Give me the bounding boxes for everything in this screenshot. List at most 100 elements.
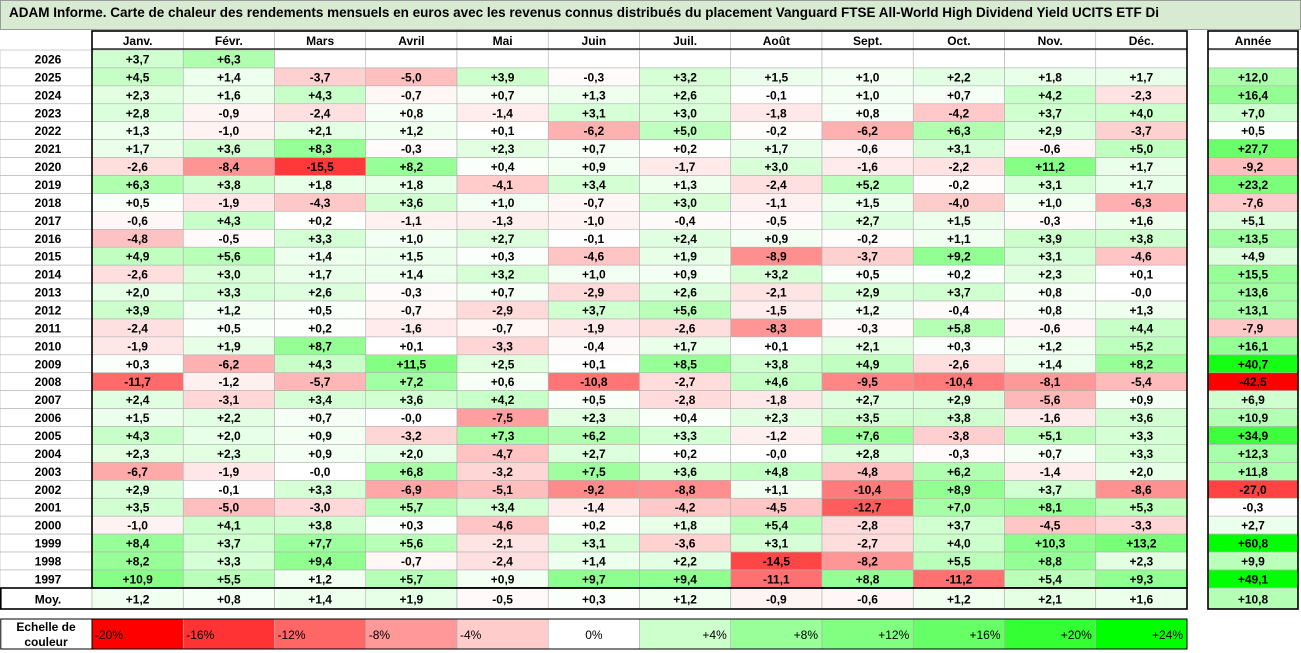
column-header-label: Juin xyxy=(582,34,607,48)
heatmap-cell-value: +2,4 xyxy=(673,232,697,246)
annual-cell-value: +0,5 xyxy=(1241,124,1265,138)
heatmap-cell-value: +4,2 xyxy=(491,393,515,407)
heatmap-cell-value: +3,6 xyxy=(1130,411,1154,425)
heatmap-cell-value: +1,4 xyxy=(1038,357,1062,371)
scale-swatch xyxy=(1095,618,1188,650)
heatmap-cell-value: +8,7 xyxy=(308,339,332,353)
scale-swatch-label: -4% xyxy=(460,628,482,642)
year-label: 2017 xyxy=(35,214,62,228)
heatmap-cell-value: -1,9 xyxy=(584,321,605,335)
annual-cell-value: +16,4 xyxy=(1238,88,1269,102)
heatmap-cell-value: +2,7 xyxy=(856,393,880,407)
heatmap-cell-value: -0,7 xyxy=(401,88,422,102)
heatmap-cell-value: +2,1 xyxy=(308,124,332,138)
heatmap-cell-value: -1,1 xyxy=(401,214,422,228)
heatmap-cell-value: +0,5 xyxy=(856,268,880,282)
annual-cell-value: +6,9 xyxy=(1241,393,1265,407)
heatmap-cell-value: +5,0 xyxy=(673,124,697,138)
heatmap-cell-value: +1,5 xyxy=(856,196,880,210)
heatmap-cell xyxy=(821,49,914,69)
annual-cell-value: +40,7 xyxy=(1238,357,1269,371)
heatmap-cell-value: +2,6 xyxy=(673,88,697,102)
heatmap-cell-value: +2,3 xyxy=(1038,268,1062,282)
heatmap-cell-value: +1,9 xyxy=(217,339,241,353)
heatmap-cell-value: +1,2 xyxy=(400,124,424,138)
heatmap-cell-value: +6,3 xyxy=(947,124,971,138)
heatmap-cell-value: -4,1 xyxy=(492,178,513,192)
heatmap-cell-value: -0,5 xyxy=(219,232,240,246)
heatmap-cell-value: +0,5 xyxy=(582,393,606,407)
heatmap-cell-value: +8,1 xyxy=(1038,501,1062,515)
heatmap-cell-value: -4,6 xyxy=(584,250,605,264)
heatmap-cell-value: +3,8 xyxy=(947,411,971,425)
heatmap-cell-value: +3,3 xyxy=(1130,429,1154,443)
heatmap-cell-value: +4,3 xyxy=(217,214,241,228)
heatmap-cell-value: -0,6 xyxy=(1040,142,1061,156)
year-label: 1997 xyxy=(35,572,62,586)
heatmap-cell-value: +2,3 xyxy=(582,411,606,425)
column-header-label: Déc. xyxy=(1129,34,1154,48)
scale-swatch xyxy=(456,618,549,650)
heatmap-cell-value: -4,2 xyxy=(949,106,970,120)
column-header-label: Mars xyxy=(306,34,334,48)
heatmap-cell-value: +0,8 xyxy=(1038,303,1062,317)
annual-cell-value: +11,8 xyxy=(1238,465,1268,479)
heatmap-cell-value: +1,5 xyxy=(126,411,150,425)
year-label: 2001 xyxy=(35,501,62,515)
heatmap-cell-value: +0,2 xyxy=(308,321,332,335)
heatmap-cell-value: +7,2 xyxy=(400,375,424,389)
heatmap-cell-value: +3,2 xyxy=(673,70,697,84)
heatmap-cell-value: -3,7 xyxy=(310,70,331,84)
heatmap-cell-value: -0,0 xyxy=(766,447,787,461)
heatmap-cell-value: +11,2 xyxy=(1035,160,1065,174)
scale-border xyxy=(91,618,1188,650)
heatmap-cell-value: +2,8 xyxy=(126,106,150,120)
heatmap-cell-value: +0,9 xyxy=(582,160,606,174)
heatmap-cell-value: +3,9 xyxy=(126,303,150,317)
annual-cell-value: +60,8 xyxy=(1238,537,1269,551)
column-header-label: Sept. xyxy=(853,34,882,48)
heatmap-cell-value: +2,7 xyxy=(582,447,606,461)
heatmap-cell-value: -8,8 xyxy=(675,483,696,497)
heatmap-cell-value: -4,8 xyxy=(857,465,878,479)
heatmap-cell-value: +7,3 xyxy=(491,429,515,443)
heatmap-cell-value: +3,8 xyxy=(217,178,241,192)
heatmap-cell-value: +3,7 xyxy=(582,303,606,317)
heatmap-cell-value: +6,2 xyxy=(582,429,606,443)
year-label: 2002 xyxy=(35,483,62,497)
heatmap-cell-value: +11,5 xyxy=(397,357,427,371)
heatmap-cell-value: -10,8 xyxy=(580,375,608,389)
heatmap-cell-value: +1,3 xyxy=(126,124,150,138)
heatmap-cell-value: +2,9 xyxy=(856,286,880,300)
scale-swatch-label: -12% xyxy=(278,628,306,642)
scale-swatch-label: -20% xyxy=(95,628,123,642)
heatmap-cell-value: +3,2 xyxy=(491,268,515,282)
heatmap-cell-value: +4,5 xyxy=(126,70,150,84)
heatmap-cell-value: +3,6 xyxy=(400,393,424,407)
heatmap-cell-value: +13,2 xyxy=(1126,537,1157,551)
year-label: 1999 xyxy=(35,537,62,551)
year-label: 2021 xyxy=(35,142,62,156)
average-label: Moy. xyxy=(35,593,61,607)
heatmap-cell-value: -3,7 xyxy=(857,250,878,264)
heatmap-cell-value: -1,8 xyxy=(766,106,787,120)
heatmap-cell-value: +3,0 xyxy=(217,268,241,282)
heatmap-cell-value: +9,3 xyxy=(1130,572,1154,586)
heatmap-cell-value: -1,5 xyxy=(766,303,787,317)
heatmap-cell-value: +7,5 xyxy=(582,465,606,479)
heatmap-cell-value: +2,3 xyxy=(765,411,789,425)
heatmap-cell-value: +1,7 xyxy=(308,268,332,282)
annual-cell-value: -42,5 xyxy=(1239,375,1267,389)
heatmap-cell-value: +7,0 xyxy=(947,501,971,515)
heatmap-cell-value: -9,5 xyxy=(857,375,878,389)
heatmap-cell-value: +3,0 xyxy=(765,160,789,174)
heatmap-cell-value: -1,3 xyxy=(492,214,513,228)
heatmap-cell-value: -0,4 xyxy=(949,303,970,317)
scale-swatch-label: +20% xyxy=(1061,628,1092,642)
heatmap-cell-value: +0,4 xyxy=(673,411,697,425)
scale-swatch-label: +24% xyxy=(1152,628,1183,642)
heatmap-cell-value: +3,1 xyxy=(1038,250,1062,264)
scale-swatch-label: +8% xyxy=(794,628,819,642)
heatmap-cell-value: -0,1 xyxy=(766,88,787,102)
heatmap-cell-value: +3,1 xyxy=(582,106,606,120)
